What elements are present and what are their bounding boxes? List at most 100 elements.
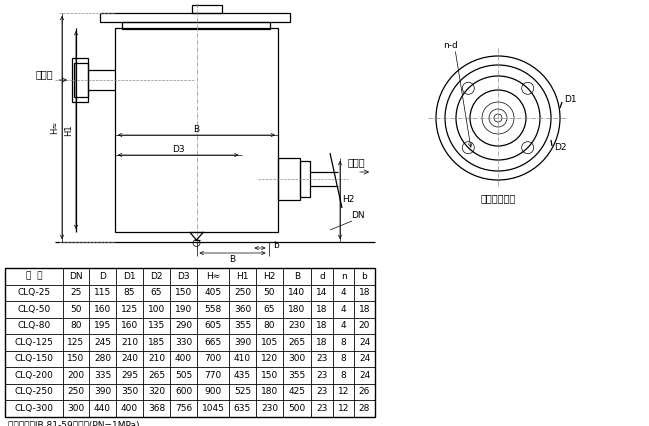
- Text: 连接法兰按JB 81-59的规定(PN=1MPa): 连接法兰按JB 81-59的规定(PN=1MPa): [8, 421, 140, 426]
- Text: 出油口: 出油口: [348, 157, 365, 167]
- Text: 18: 18: [359, 305, 370, 314]
- Text: 150: 150: [261, 371, 278, 380]
- Text: D3: D3: [177, 272, 190, 281]
- Text: 120: 120: [261, 354, 278, 363]
- Text: 635: 635: [234, 404, 251, 413]
- Text: H1: H1: [64, 124, 73, 136]
- Text: 160: 160: [121, 321, 138, 330]
- Text: H≈: H≈: [51, 121, 60, 134]
- Text: 65: 65: [151, 288, 162, 297]
- Text: H≈: H≈: [206, 272, 220, 281]
- Text: 200: 200: [67, 371, 84, 380]
- Text: CLQ-150: CLQ-150: [14, 354, 53, 363]
- Text: CLQ-125: CLQ-125: [14, 338, 53, 347]
- Text: 355: 355: [234, 321, 251, 330]
- Text: 25: 25: [70, 288, 82, 297]
- Text: 14: 14: [316, 288, 328, 297]
- Text: 425: 425: [289, 387, 306, 396]
- Text: 105: 105: [261, 338, 278, 347]
- Text: 300: 300: [288, 354, 306, 363]
- Text: 20: 20: [359, 321, 370, 330]
- Text: b: b: [274, 242, 279, 250]
- Text: 125: 125: [121, 305, 138, 314]
- Bar: [122, 22, 270, 29]
- Text: 4: 4: [341, 288, 347, 297]
- Text: 进油口: 进油口: [36, 69, 54, 79]
- Text: 24: 24: [359, 354, 370, 363]
- Text: 350: 350: [121, 387, 138, 396]
- Text: H2: H2: [263, 272, 276, 281]
- Text: 125: 125: [67, 338, 84, 347]
- Text: 18: 18: [359, 288, 370, 297]
- Bar: [100, 13, 290, 22]
- Text: 80: 80: [70, 321, 82, 330]
- Text: 4: 4: [341, 305, 347, 314]
- Text: 24: 24: [359, 371, 370, 380]
- Text: 240: 240: [121, 354, 138, 363]
- Text: 770: 770: [204, 371, 221, 380]
- Text: 390: 390: [94, 387, 111, 396]
- Text: 265: 265: [288, 338, 306, 347]
- Text: 65: 65: [263, 305, 275, 314]
- Text: 320: 320: [148, 387, 165, 396]
- Text: 400: 400: [175, 354, 192, 363]
- Text: n: n: [341, 272, 347, 281]
- Bar: [72, 58, 88, 102]
- Text: 18: 18: [316, 305, 328, 314]
- Text: CLQ-80: CLQ-80: [18, 321, 51, 330]
- Text: H2: H2: [342, 196, 354, 204]
- Text: 330: 330: [175, 338, 192, 347]
- Text: 368: 368: [148, 404, 165, 413]
- Text: 1045: 1045: [202, 404, 225, 413]
- Text: 50: 50: [70, 305, 82, 314]
- Text: 295: 295: [121, 371, 138, 380]
- Text: 250: 250: [234, 288, 251, 297]
- Text: 8: 8: [341, 371, 347, 380]
- Text: D: D: [99, 272, 106, 281]
- Text: 进出油口法兰: 进出油口法兰: [480, 193, 515, 203]
- Text: D3: D3: [172, 144, 184, 153]
- Text: 180: 180: [288, 305, 306, 314]
- Text: B: B: [230, 256, 236, 265]
- Text: 230: 230: [261, 404, 278, 413]
- Bar: [300, 161, 310, 197]
- Text: DN: DN: [69, 272, 83, 281]
- Text: 8: 8: [341, 338, 347, 347]
- Text: 300: 300: [67, 404, 84, 413]
- Text: CLQ-25: CLQ-25: [18, 288, 51, 297]
- Text: 160: 160: [94, 305, 111, 314]
- Bar: [5, 268, 375, 417]
- Text: D1: D1: [564, 95, 576, 104]
- Text: b: b: [361, 272, 367, 281]
- Text: 型  号: 型 号: [26, 272, 42, 281]
- Text: 150: 150: [67, 354, 84, 363]
- Text: 190: 190: [175, 305, 192, 314]
- Text: 525: 525: [234, 387, 251, 396]
- Text: 195: 195: [94, 321, 111, 330]
- Text: 26: 26: [359, 387, 370, 396]
- Text: 12: 12: [338, 387, 349, 396]
- Text: 140: 140: [288, 288, 306, 297]
- Text: 335: 335: [94, 371, 111, 380]
- Text: 85: 85: [124, 288, 135, 297]
- Bar: [74, 63, 88, 97]
- Text: 500: 500: [288, 404, 306, 413]
- Text: d: d: [319, 272, 325, 281]
- Text: D1: D1: [123, 272, 136, 281]
- Text: 665: 665: [204, 338, 221, 347]
- Text: 8: 8: [341, 354, 347, 363]
- Text: 900: 900: [204, 387, 221, 396]
- Text: 280: 280: [94, 354, 111, 363]
- Text: 505: 505: [175, 371, 192, 380]
- Text: 115: 115: [94, 288, 111, 297]
- Text: 210: 210: [121, 338, 138, 347]
- Text: CLQ-300: CLQ-300: [14, 404, 53, 413]
- Text: CLQ-200: CLQ-200: [14, 371, 53, 380]
- Bar: [278, 158, 300, 200]
- Text: 360: 360: [234, 305, 251, 314]
- Text: n-d: n-d: [443, 41, 458, 51]
- Text: 440: 440: [94, 404, 111, 413]
- Text: 135: 135: [148, 321, 165, 330]
- Text: D2: D2: [151, 272, 163, 281]
- Text: DN: DN: [351, 211, 365, 221]
